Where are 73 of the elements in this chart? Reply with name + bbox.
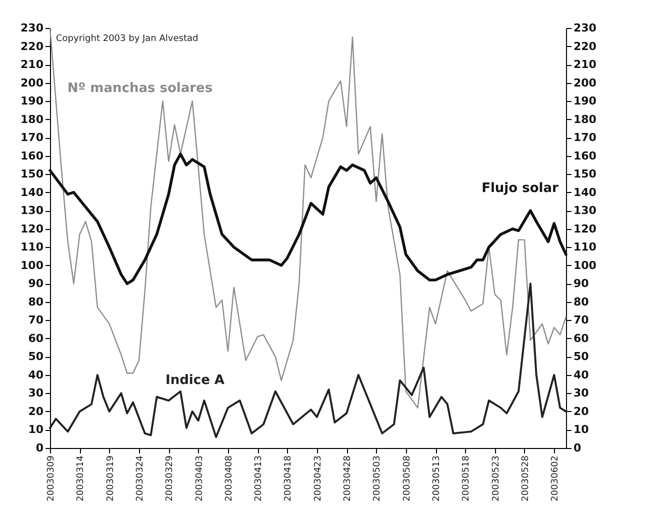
series-label: Indice A: [166, 373, 224, 388]
x-tick-label: 20030423: [313, 456, 324, 502]
y-tick-label: 220: [20, 40, 44, 53]
y-tick-label: 170: [20, 131, 44, 144]
y2-tick-label: 40: [574, 368, 590, 382]
line-series: [48, 152, 568, 286]
y2-tick-label: 180: [574, 112, 597, 126]
y2-tick-label: 60: [574, 332, 590, 345]
y2-tick-label: 200: [574, 76, 597, 90]
y-tick-label: 70: [28, 314, 44, 327]
y2-tick-label: 100: [574, 258, 597, 272]
line-series: [49, 282, 567, 438]
y-tick-label: 210: [20, 58, 44, 72]
x-tick-label: 20030408: [224, 455, 234, 502]
x-tick-label: 20030309: [46, 455, 56, 502]
x-tick-label: 20030518: [462, 455, 472, 502]
y2-tick-label: 110: [574, 240, 597, 254]
y2-tick-label: 120: [574, 222, 597, 236]
y2-tick-label: 0: [574, 442, 582, 454]
y2-tick-label: 90: [574, 277, 590, 290]
y-tick-label: 90: [28, 277, 44, 290]
y-tick-label: 110: [20, 240, 44, 254]
y2-tick-label: 130: [574, 204, 597, 218]
x-tick-label: 20030324: [135, 455, 146, 502]
y-tick-label: 20: [28, 404, 44, 418]
y2-tick-label: 150: [574, 168, 597, 181]
y-tick-label: 190: [20, 94, 44, 108]
x-tick-label: 20030528: [520, 455, 531, 502]
x-tick-label: 20030314: [76, 455, 86, 502]
y2-tick-label: 140: [574, 186, 597, 199]
y2-tick-label: 190: [574, 94, 597, 108]
x-tick-label: 20030413: [254, 456, 264, 502]
x-tick-label: 20030403: [194, 456, 205, 502]
x-tick-label: 20030523: [491, 456, 502, 502]
y-tick-label: 180: [20, 112, 44, 126]
y2-tick-label: 50: [574, 350, 590, 364]
x-tick-label: 20030319: [106, 455, 116, 502]
y-tick-label: 40: [28, 368, 44, 382]
y-tick-label: 10: [28, 423, 44, 436]
line-series: [49, 27, 567, 408]
y2-tick-label: 220: [574, 40, 597, 53]
series-label: Flujo solar: [482, 181, 559, 196]
y-tick-label: 80: [28, 295, 44, 308]
y2-tick-label: 80: [574, 295, 590, 308]
y-tick-label: 30: [28, 386, 44, 400]
y2-tick-label: 210: [574, 58, 597, 72]
x-tick-label: 20030329: [165, 455, 176, 502]
y-tick-label: 200: [20, 76, 44, 90]
y-tick-label: 150: [20, 168, 44, 181]
y-tick-label: 60: [28, 332, 44, 345]
x-tick-label: 20030513: [432, 456, 442, 502]
y2-tick-label: 230: [574, 22, 597, 34]
y-tick-label: 130: [20, 204, 44, 218]
annotation: Copyright 2003 by Jan Alvestad: [56, 34, 198, 44]
x-tick-label: 20030508: [402, 455, 412, 502]
y-tick-label: 160: [20, 149, 44, 162]
y-tick-label: 50: [28, 350, 44, 364]
y-tick-label: 100: [20, 258, 44, 272]
y-tick-label: 120: [20, 222, 44, 236]
x-tick-label: 20030418: [284, 455, 294, 502]
x-tick-label: 20030602: [550, 456, 561, 502]
y-tick-label: 140: [20, 186, 44, 199]
y2-tick-label: 170: [574, 131, 597, 144]
x-tick-label: 20030503: [372, 456, 383, 502]
series-label: Nº manchas solares: [67, 81, 213, 96]
y2-tick-label: 160: [574, 149, 597, 162]
y2-tick-label: 70: [574, 314, 590, 327]
y2-tick-label: 10: [574, 423, 590, 436]
y-tick-label: 230: [20, 22, 44, 34]
x-tick-label: 20030428: [343, 455, 354, 502]
y2-tick-label: 30: [574, 386, 590, 400]
y-tick-label: 0: [36, 442, 44, 454]
y2-tick-label: 20: [574, 404, 590, 418]
